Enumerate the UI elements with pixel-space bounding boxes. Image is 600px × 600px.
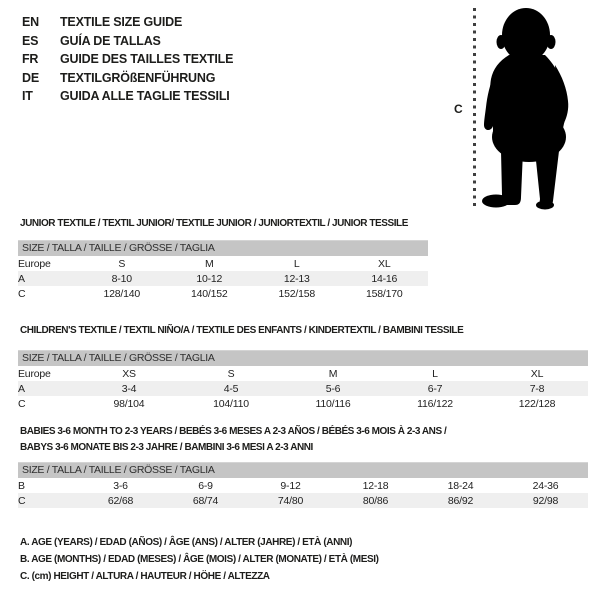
age-months-cell: 9-12 [280, 479, 301, 492]
age-months-cell: 18-24 [447, 479, 474, 492]
height-cell: 110/116 [315, 397, 351, 410]
size-cell: XL [378, 257, 391, 270]
age-months-cell: 3-6 [113, 479, 128, 492]
height-cell: 74/80 [277, 494, 304, 507]
height-cell: 98/104 [113, 397, 145, 410]
height-cell: 80/86 [362, 494, 389, 507]
footnote-c: C. (cm) HEIGHT / ALTURA / HAUTEUR / HÖHE… [20, 571, 270, 583]
height-cell: 140/152 [190, 287, 228, 300]
row-label: B [18, 479, 25, 492]
language-title: TEXTILGRÖßENFÜHRUNG [60, 70, 216, 85]
footnotes: A. AGE (YEARS) / EDAD (AÑOS) / ÂGE (ANS)… [20, 534, 379, 586]
junior-table-title: JUNIOR TEXTILE / TEXTIL JUNIOR/ TEXTILE … [20, 218, 408, 229]
footnote-b: B. AGE (MONTHS) / EDAD (MESES) / ÂGE (MO… [20, 554, 379, 566]
row-label: C [18, 494, 26, 507]
size-cell: M [328, 367, 338, 380]
babies-table-title-line1: BABIES 3-6 MONTH TO 2-3 YEARS / BEBÉS 3-… [20, 426, 447, 437]
age-cell: 3-4 [121, 382, 137, 395]
language-row-fr: FR GUIDE DES TAILLES TEXTILE [22, 50, 233, 69]
table-row: A 3-4 4-5 5-6 6-7 7-8 [18, 381, 588, 396]
row-label: C [18, 287, 26, 300]
age-cell: 14-16 [371, 272, 398, 285]
height-measure-label: C [454, 102, 463, 116]
language-row-it: IT GUIDA ALLE TAGLIE TESSILI [22, 87, 233, 106]
babies-table-title-line2: BABYS 3-6 MONATE BIS 2-3 JAHRE / BAMBINI… [20, 442, 313, 453]
junior-size-table: Europe S M L XL A 8-10 10-12 12-13 14-16… [18, 256, 428, 301]
height-cell: 86/92 [447, 494, 474, 507]
size-cell: L [293, 257, 300, 270]
junior-size-header-bar: SIZE / TALLA / TAILLE / GRÖSSE / TAGLIA [18, 240, 428, 256]
age-cell: 10-12 [196, 272, 223, 285]
table-row: C 62/68 68/74 74/80 80/86 86/92 92/98 [18, 493, 588, 508]
language-title: GUIDE DES TAILLES TEXTILE [60, 52, 234, 67]
language-list: EN TEXTILE SIZE GUIDE ES GUÍA DE TALLAS … [22, 13, 233, 106]
table-row: A 8-10 10-12 12-13 14-16 [18, 271, 428, 286]
size-cell: XL [530, 367, 544, 380]
height-cell: 104/110 [213, 397, 249, 410]
age-cell: 5-6 [325, 382, 341, 395]
age-cell: 4-5 [223, 382, 239, 395]
children-size-table: Europe XS S M L XL A 3-4 4-5 5-6 6-7 7-8… [18, 366, 588, 411]
language-code: EN [22, 15, 39, 30]
age-cell: 7-8 [529, 382, 545, 395]
language-row-de: DE TEXTILGRÖßENFÜHRUNG [22, 69, 233, 88]
footnote-a: A. AGE (YEARS) / EDAD (AÑOS) / ÂGE (ANS)… [20, 537, 353, 548]
children-size-header-bar: SIZE / TALLA / TAILLE / GRÖSSE / TAGLIA [18, 350, 588, 366]
table-row: Europe XS S M L XL [18, 366, 588, 381]
row-label: A [18, 382, 25, 395]
row-label: C [18, 397, 26, 410]
language-row-en: EN TEXTILE SIZE GUIDE [22, 13, 233, 32]
height-cell: 92/98 [532, 494, 559, 507]
size-cell: S [118, 257, 126, 270]
height-cell: 116/122 [417, 397, 453, 410]
babies-size-table: B 3-6 6-9 9-12 12-18 18-24 24-36 C 62/68… [18, 478, 588, 508]
height-cell: 62/68 [107, 494, 134, 507]
row-label: Europe [18, 257, 51, 270]
language-code: IT [22, 89, 33, 104]
height-measure-dotted-line [473, 8, 476, 208]
table-row: C 98/104 104/110 110/116 116/122 122/128 [18, 396, 588, 411]
size-cell: M [204, 257, 214, 270]
height-cell: 128/140 [103, 287, 141, 300]
language-title: GUIDA ALLE TAGLIE TESSILI [60, 89, 230, 104]
height-cell: 122/128 [518, 397, 556, 410]
language-code: FR [22, 52, 39, 67]
age-cell: 6-7 [427, 382, 443, 395]
children-table-title: CHILDREN'S TEXTILE / TEXTIL NIÑO/A / TEX… [20, 325, 464, 336]
baby-silhouette-icon [482, 8, 569, 210]
babies-size-header-bar: SIZE / TALLA / TAILLE / GRÖSSE / TAGLIA [18, 462, 588, 478]
age-months-cell: 6-9 [198, 479, 213, 492]
table-row: Europe S M L XL [18, 256, 428, 271]
size-cell: XS [122, 367, 136, 380]
language-code: ES [22, 33, 39, 48]
language-title: GUÍA DE TALLAS [60, 33, 161, 48]
row-label: A [18, 272, 25, 285]
row-label: Europe [18, 367, 51, 380]
age-cell: 12-13 [283, 272, 310, 285]
height-cell: 68/74 [192, 494, 219, 507]
language-row-es: ES GUÍA DE TALLAS [22, 32, 233, 51]
size-cell: S [227, 367, 235, 380]
size-cell: L [432, 367, 438, 380]
language-code: DE [22, 70, 39, 85]
height-cell: 158/170 [365, 287, 403, 300]
table-row: B 3-6 6-9 9-12 12-18 18-24 24-36 [18, 478, 588, 493]
height-cell: 152/158 [278, 287, 316, 300]
table-row: C 128/140 140/152 152/158 158/170 [18, 286, 428, 301]
age-cell: 8-10 [111, 272, 132, 285]
age-months-cell: 12-18 [362, 479, 389, 492]
age-months-cell: 24-36 [532, 479, 559, 492]
language-title: TEXTILE SIZE GUIDE [60, 15, 183, 30]
